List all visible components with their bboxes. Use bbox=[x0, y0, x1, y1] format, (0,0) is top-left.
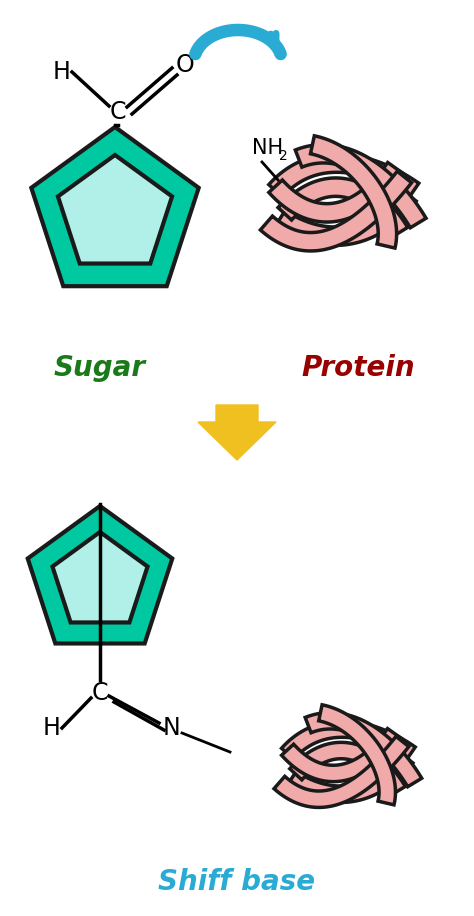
Polygon shape bbox=[269, 162, 403, 222]
Polygon shape bbox=[295, 145, 426, 228]
Text: Protein: Protein bbox=[301, 354, 415, 382]
Text: Sugar: Sugar bbox=[54, 354, 146, 382]
Polygon shape bbox=[305, 713, 422, 787]
Text: O: O bbox=[176, 53, 194, 77]
Polygon shape bbox=[282, 728, 401, 781]
Polygon shape bbox=[58, 155, 172, 264]
Polygon shape bbox=[282, 721, 415, 760]
Text: Shiff base: Shiff base bbox=[158, 868, 316, 896]
Text: NH: NH bbox=[252, 138, 283, 158]
Polygon shape bbox=[274, 736, 409, 807]
Polygon shape bbox=[31, 127, 199, 286]
Polygon shape bbox=[310, 136, 397, 248]
Polygon shape bbox=[260, 171, 411, 251]
Polygon shape bbox=[27, 506, 172, 643]
Polygon shape bbox=[290, 742, 405, 795]
Text: C: C bbox=[92, 681, 108, 705]
Polygon shape bbox=[275, 190, 416, 245]
Polygon shape bbox=[53, 532, 147, 623]
Text: H: H bbox=[43, 716, 61, 740]
Text: N: N bbox=[163, 716, 181, 740]
Polygon shape bbox=[319, 704, 395, 805]
Polygon shape bbox=[269, 154, 419, 199]
Text: H: H bbox=[53, 60, 71, 84]
Text: 2: 2 bbox=[279, 149, 288, 163]
Polygon shape bbox=[287, 753, 413, 802]
Polygon shape bbox=[278, 178, 408, 237]
Text: C: C bbox=[110, 100, 126, 124]
FancyArrow shape bbox=[198, 405, 276, 460]
